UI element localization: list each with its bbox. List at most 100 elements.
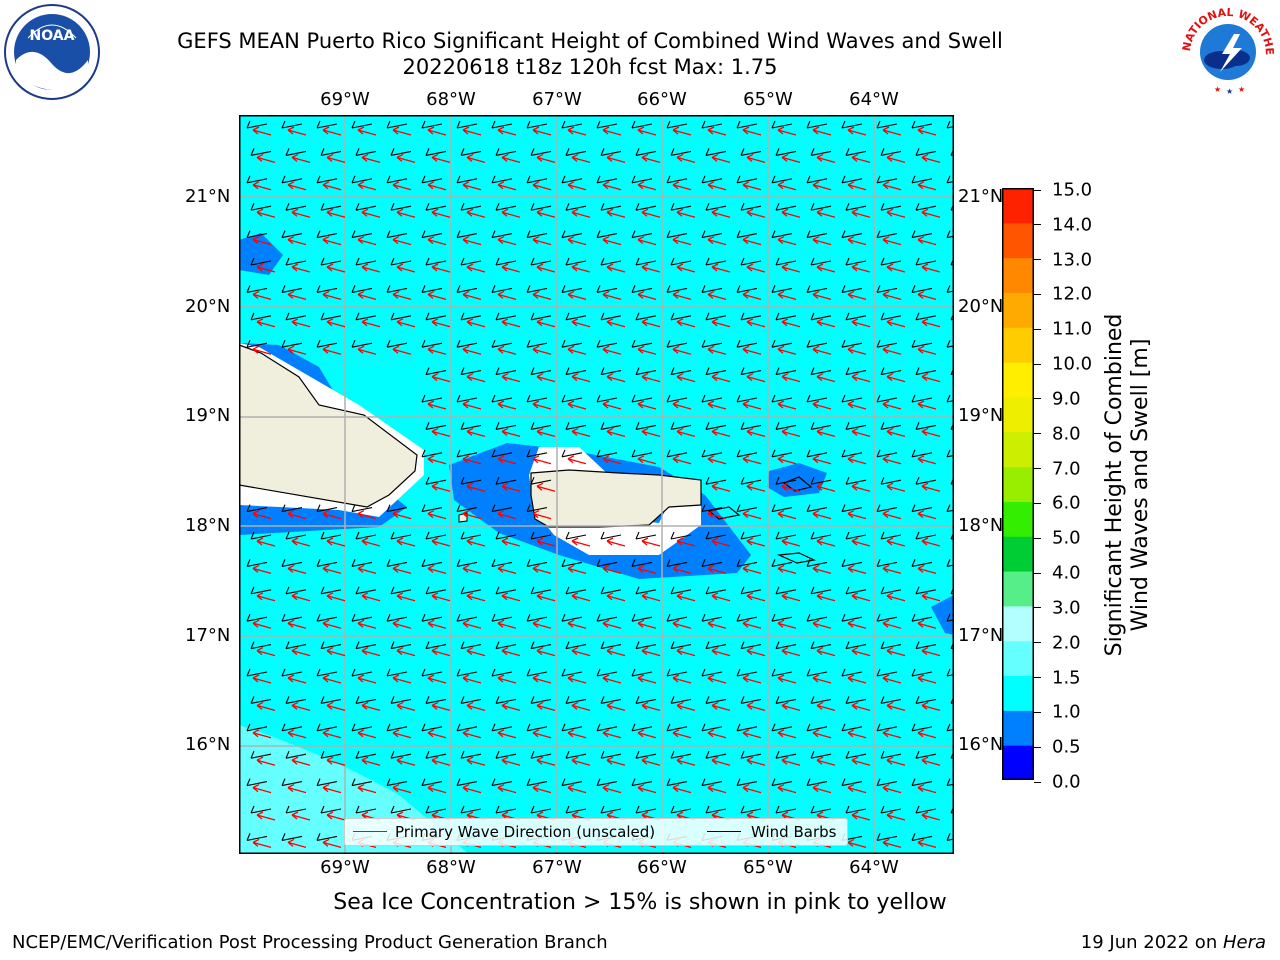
wave-direction-arrow bbox=[567, 345, 587, 355]
colorbar-tick-mark bbox=[1034, 398, 1041, 400]
wind-barb bbox=[460, 367, 482, 376]
wind-barb bbox=[421, 339, 443, 348]
wave-direction-arrow bbox=[536, 482, 556, 492]
wave-direction-arrow bbox=[466, 482, 486, 492]
wind-barb bbox=[775, 750, 797, 759]
wave-direction-arrow bbox=[742, 345, 762, 355]
wave-direction-arrow bbox=[781, 427, 801, 438]
wave-direction-arrow bbox=[536, 318, 556, 328]
colorbar-segment bbox=[1002, 257, 1034, 293]
wind-barb bbox=[705, 696, 727, 704]
wave-direction-arrow bbox=[637, 400, 657, 410]
wind-barb bbox=[596, 668, 618, 677]
wave-direction-arrow bbox=[357, 619, 377, 629]
wave-direction-arrow bbox=[672, 455, 692, 465]
wind-barb bbox=[600, 257, 622, 266]
wind-barb bbox=[701, 668, 723, 677]
wave-direction-arrow bbox=[497, 181, 517, 191]
lat-label-20n-right: 20°N bbox=[958, 296, 1004, 317]
wind-barb bbox=[285, 312, 307, 321]
wind-barb bbox=[670, 257, 692, 266]
wave-direction-arrow bbox=[396, 701, 416, 712]
wind-barb bbox=[701, 230, 723, 239]
wave-direction-arrow bbox=[256, 811, 276, 821]
colorbar-tick-mark bbox=[1034, 642, 1041, 644]
wave-direction-arrow bbox=[606, 756, 626, 766]
wave-direction-arrow bbox=[742, 510, 762, 520]
colorbar-segment bbox=[1002, 571, 1034, 607]
wind-barb bbox=[915, 422, 937, 430]
wave-direction-arrow bbox=[847, 510, 867, 520]
wind-barb bbox=[946, 723, 954, 732]
wind-barb bbox=[495, 312, 517, 321]
wind-barb bbox=[390, 257, 412, 266]
wind-barb bbox=[491, 175, 513, 184]
graticule bbox=[239, 115, 954, 854]
wave-direction-arrow bbox=[921, 153, 941, 164]
lat-label-18n-right: 18°N bbox=[958, 515, 1004, 536]
wind-barb bbox=[246, 339, 268, 348]
lat-label-19n-right: 19°N bbox=[958, 405, 1004, 426]
wave-direction-arrow bbox=[606, 701, 626, 712]
wind-barb bbox=[806, 668, 828, 677]
wave-direction-arrow bbox=[427, 290, 447, 301]
lat-label-17n-left: 17°N bbox=[185, 625, 231, 646]
wind-barb bbox=[946, 668, 954, 677]
wind-barb bbox=[915, 312, 937, 321]
colorbar-title: Significant Height of Combined Wind Wave… bbox=[1102, 314, 1154, 657]
wave-direction-arrow bbox=[917, 181, 937, 191]
wave-direction-arrow bbox=[917, 784, 937, 794]
colorbar-tick-label: 2.0 bbox=[1052, 632, 1081, 654]
wave-direction-arrow bbox=[287, 564, 307, 575]
wave-direction-arrow bbox=[882, 236, 902, 246]
wave-direction-arrow bbox=[886, 208, 906, 218]
wave-direction-arrow bbox=[326, 647, 346, 657]
wind-barb bbox=[316, 175, 338, 184]
wind-barb bbox=[596, 559, 618, 567]
wind-barb bbox=[911, 504, 933, 513]
wave-direction-arrow bbox=[567, 126, 587, 136]
wave-direction-arrow bbox=[672, 181, 692, 191]
colorbar-tick-label: 1.5 bbox=[1052, 667, 1081, 689]
wind-barb bbox=[386, 120, 408, 129]
wave-direction-arrow bbox=[882, 729, 902, 739]
wind-barb bbox=[530, 422, 552, 430]
wind-barb-legend-label: Wind Barbs bbox=[751, 823, 837, 841]
wave-direction-arrow bbox=[392, 619, 412, 629]
wave-direction-arrow bbox=[641, 427, 661, 438]
wave-direction-arrow bbox=[917, 126, 937, 136]
wind-barb bbox=[845, 476, 867, 485]
wind-barb bbox=[495, 805, 517, 814]
wind-barb bbox=[351, 120, 373, 129]
wave-direction-arrow bbox=[781, 208, 801, 218]
low-wave-patch-north bbox=[239, 233, 283, 275]
wind-barb bbox=[810, 641, 832, 650]
wave-direction-arrow bbox=[357, 674, 377, 684]
wind-barb bbox=[390, 531, 412, 540]
colorbar-tick-label: 9.0 bbox=[1052, 388, 1081, 410]
wind-barb bbox=[425, 257, 447, 266]
wave-direction-arrow bbox=[606, 373, 626, 383]
wind-barb bbox=[666, 230, 688, 239]
wave-direction-arrow bbox=[602, 564, 622, 575]
wave-direction-arrow bbox=[571, 756, 591, 766]
wind-barb bbox=[561, 120, 583, 129]
wave-direction-arrow bbox=[357, 729, 377, 739]
wind-barb bbox=[355, 148, 377, 156]
wind-barb bbox=[281, 559, 303, 567]
wind-barb bbox=[631, 120, 653, 129]
wave-direction-arrow bbox=[536, 756, 556, 766]
wave-direction-arrow bbox=[571, 208, 591, 218]
wave-direction-arrow bbox=[882, 126, 902, 136]
wind-barb bbox=[600, 202, 622, 211]
wind-barb bbox=[810, 531, 832, 540]
wave-direction-arrow bbox=[777, 510, 797, 520]
wind-barb bbox=[775, 531, 797, 540]
wave-direction-arrow bbox=[707, 400, 727, 410]
wind-barb bbox=[561, 175, 583, 184]
wave-direction-arrow bbox=[707, 674, 727, 684]
wave-direction-arrow bbox=[571, 318, 591, 328]
colorbar-tick-mark bbox=[1034, 189, 1041, 191]
lat-label-21n-right: 21°N bbox=[958, 186, 1004, 207]
wind-barb bbox=[806, 504, 828, 513]
